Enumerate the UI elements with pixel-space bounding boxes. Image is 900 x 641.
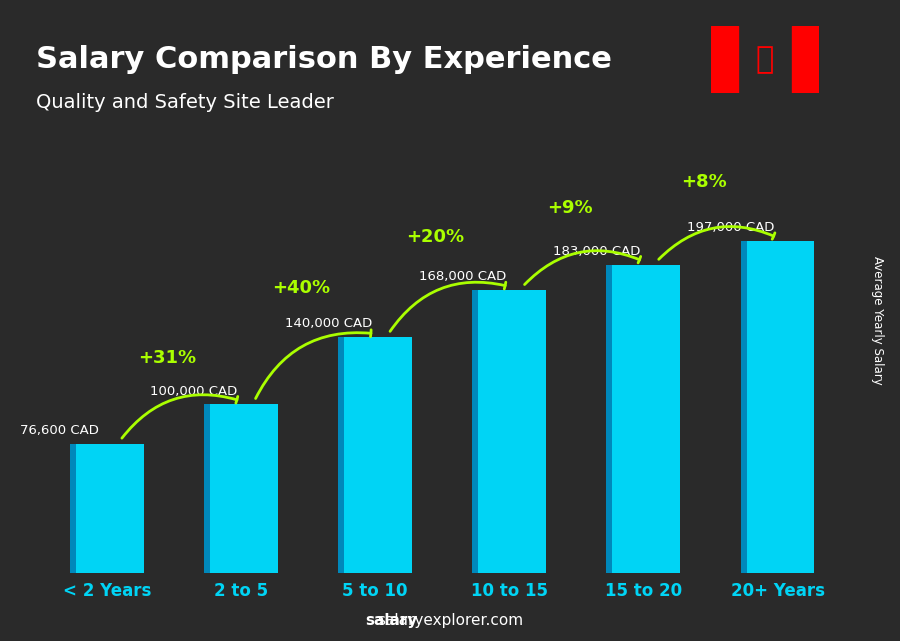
Text: 197,000 CAD: 197,000 CAD [687, 221, 774, 235]
Text: 168,000 CAD: 168,000 CAD [418, 270, 506, 283]
Bar [472, 290, 478, 572]
Bar [607, 265, 680, 572]
Bar [70, 444, 76, 572]
Text: 140,000 CAD: 140,000 CAD [284, 317, 372, 330]
Text: salary: salary [365, 613, 418, 628]
Text: +20%: +20% [407, 228, 464, 246]
Text: +8%: +8% [681, 172, 726, 190]
Text: salaryexplorer.com: salaryexplorer.com [377, 613, 523, 628]
Bar [338, 337, 412, 572]
Bar [472, 290, 546, 572]
Text: Quality and Safety Site Leader: Quality and Safety Site Leader [36, 93, 334, 112]
Text: 100,000 CAD: 100,000 CAD [150, 385, 238, 397]
Text: 🍁: 🍁 [756, 45, 774, 74]
Bar [204, 404, 210, 572]
Bar [70, 444, 144, 572]
Bar [792, 26, 819, 93]
Text: Salary Comparison By Experience: Salary Comparison By Experience [36, 45, 612, 74]
Bar [338, 337, 344, 572]
Text: +40%: +40% [272, 279, 330, 297]
Text: +9%: +9% [547, 199, 592, 217]
Bar [741, 241, 814, 572]
Text: +31%: +31% [138, 349, 196, 367]
Text: Average Yearly Salary: Average Yearly Salary [871, 256, 884, 385]
Bar [204, 404, 278, 572]
Text: 183,000 CAD: 183,000 CAD [553, 245, 640, 258]
Bar [607, 265, 612, 572]
Text: 76,600 CAD: 76,600 CAD [21, 424, 99, 437]
Bar [711, 26, 738, 93]
Bar [741, 241, 746, 572]
